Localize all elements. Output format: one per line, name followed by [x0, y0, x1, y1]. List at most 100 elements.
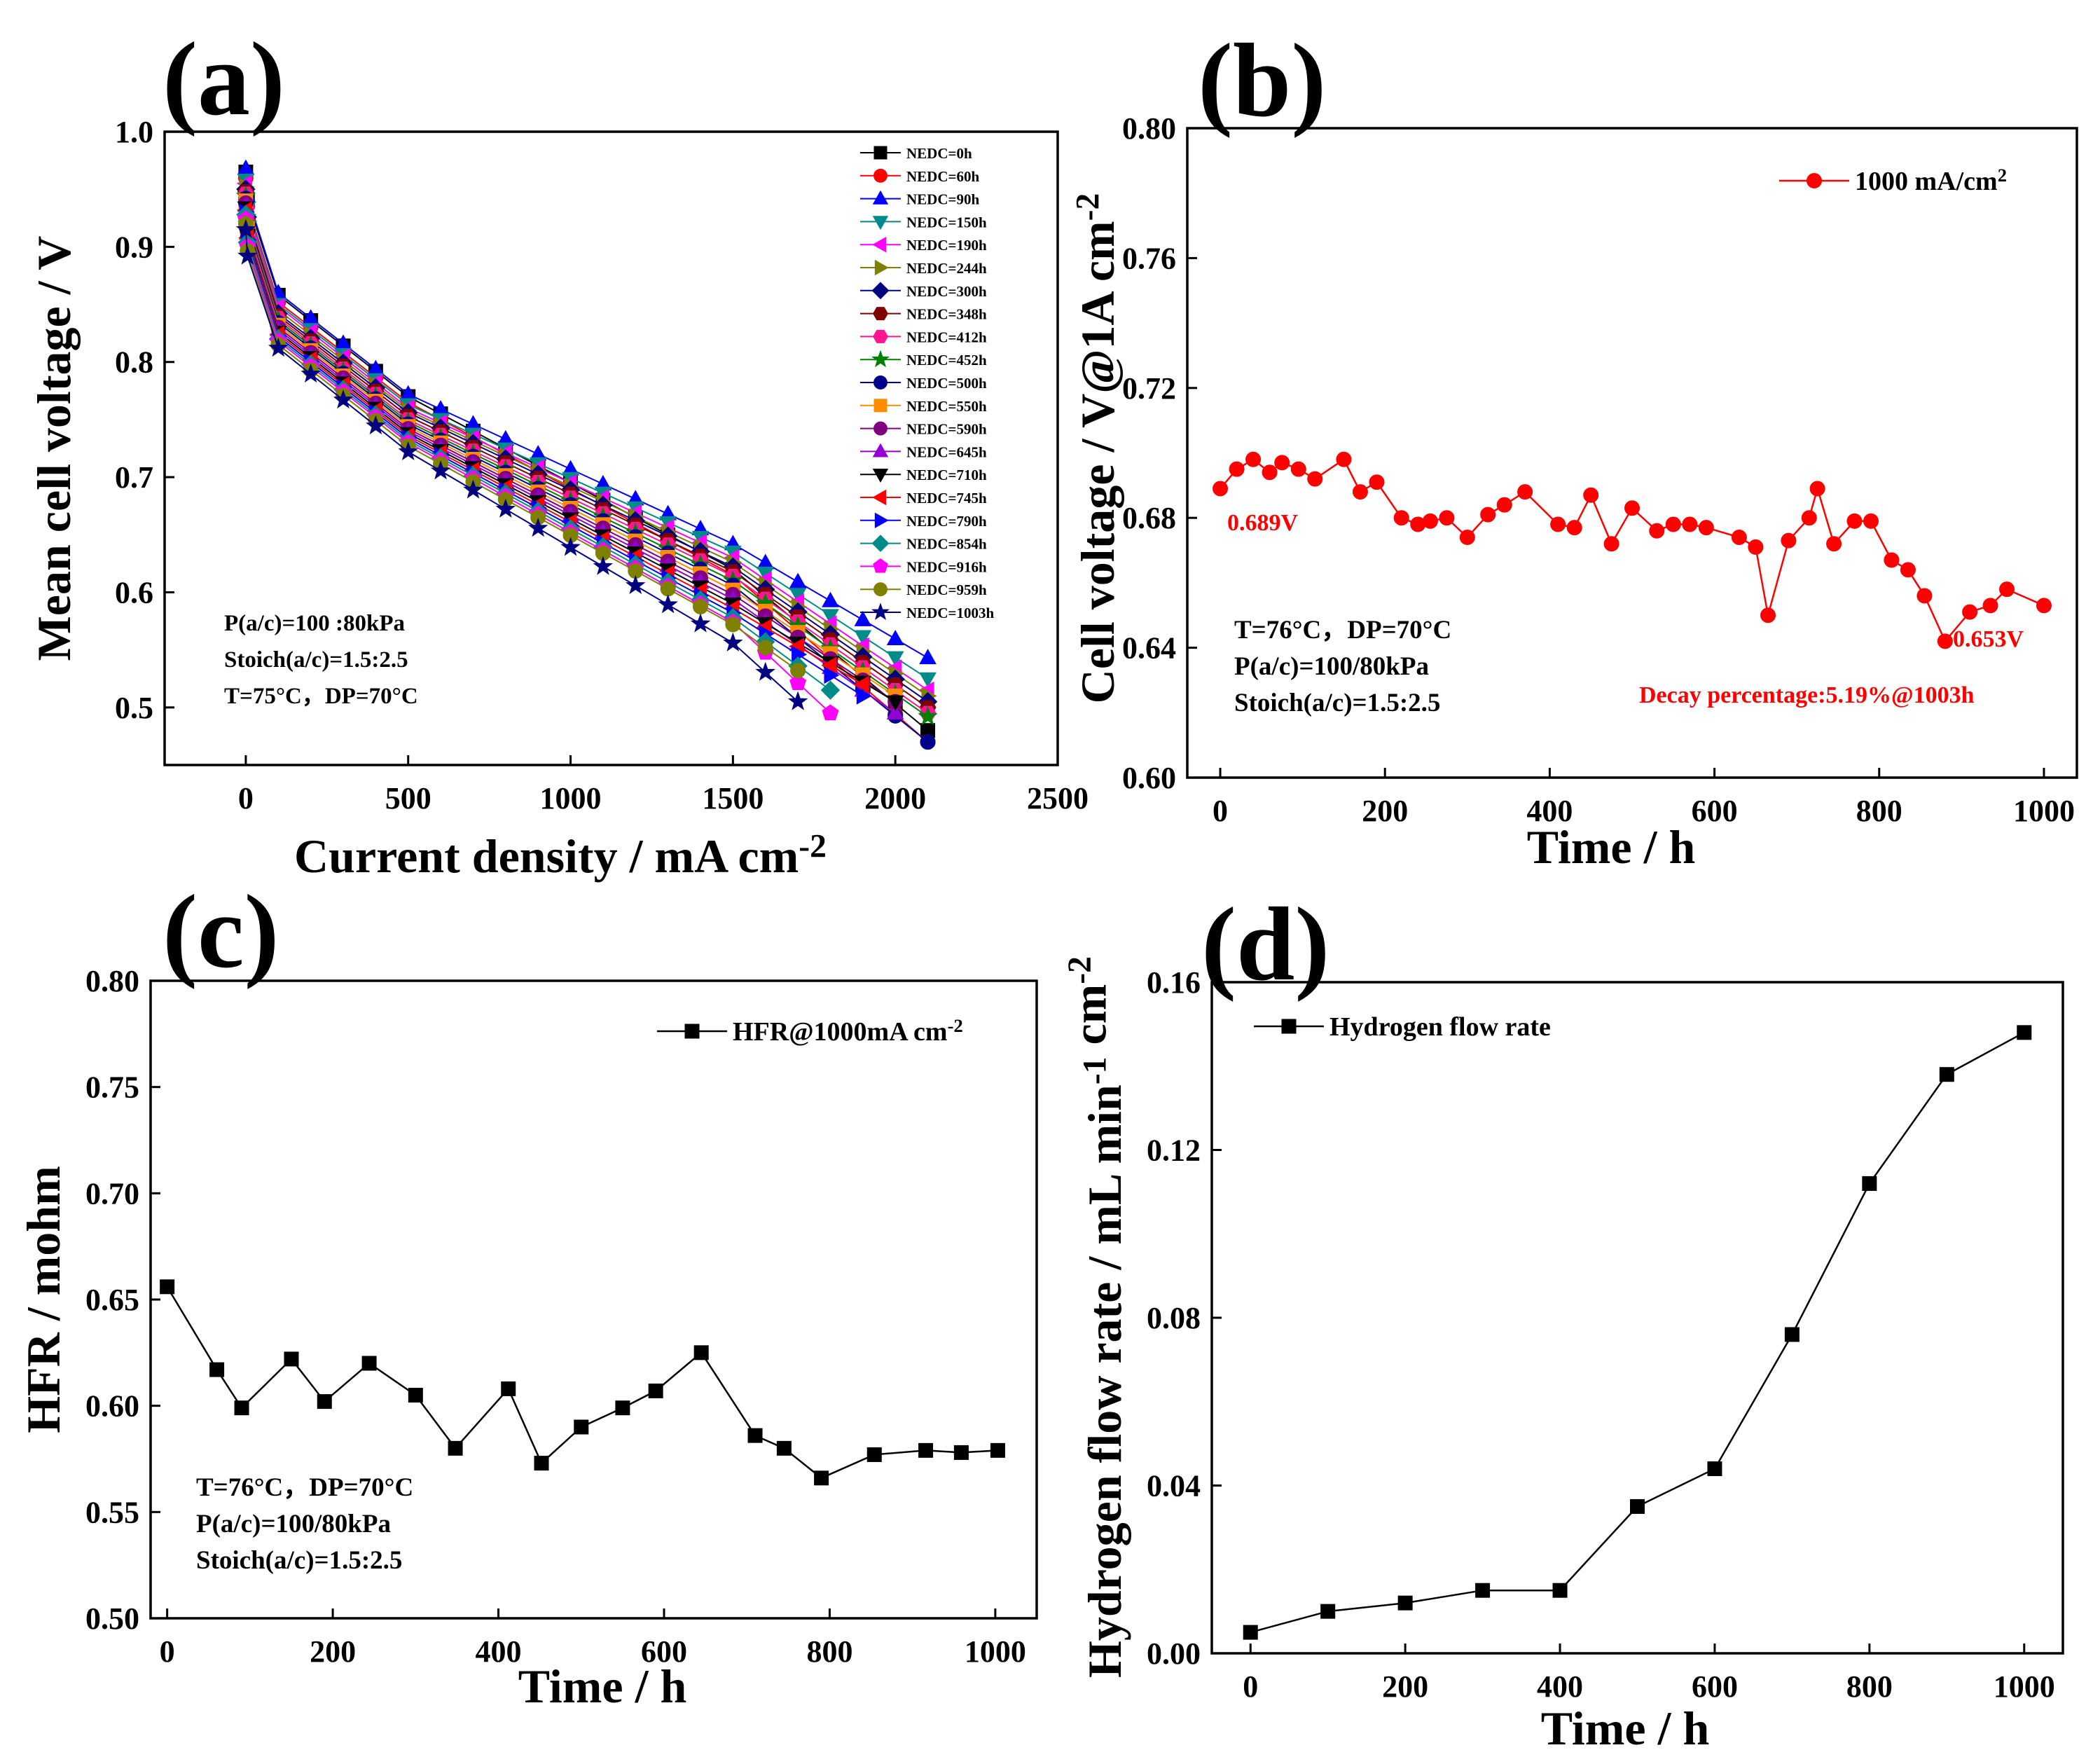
data-point: [593, 556, 614, 575]
legend-marker: [873, 582, 887, 597]
data-point: [1480, 507, 1496, 523]
data-point: [790, 663, 806, 679]
data-point: [1760, 607, 1776, 623]
legend-marker: [873, 399, 887, 413]
x-tick-label: 400: [476, 1634, 522, 1669]
legend-marker: [873, 168, 887, 183]
panel-label: (d): [1201, 886, 1329, 1002]
legend-marker: [873, 421, 887, 436]
data-point: [626, 574, 646, 595]
data-point: [1422, 513, 1438, 529]
data-point: [1781, 532, 1797, 549]
x-tick-label: 200: [1382, 1669, 1428, 1704]
legend-label: NEDC=244h: [906, 260, 987, 277]
data-point: [920, 734, 936, 750]
data-point: [1552, 1583, 1568, 1598]
legend-label: NEDC=550h: [906, 398, 987, 415]
data-point: [1439, 510, 1455, 526]
x-tick-label: 1000: [540, 781, 602, 815]
condition-text: Stoich(a/c)=1.5:2.5: [1234, 689, 1440, 717]
data-point: [366, 415, 386, 435]
legend-marker: [873, 307, 888, 321]
x-tick-label: 500: [385, 781, 431, 815]
y-tick-label: 0.04: [1147, 1469, 1201, 1503]
data-point: [361, 1356, 377, 1371]
data-point: [268, 338, 289, 357]
data-point: [2036, 598, 2052, 614]
y-tick-label: 0.65: [85, 1283, 139, 1317]
data-point: [757, 553, 775, 570]
legend-marker: [872, 190, 889, 205]
data-point: [1731, 530, 1747, 546]
x-tick-label: 1000: [965, 1634, 1026, 1669]
data-point: [408, 1388, 423, 1403]
series-NEDC=452h: [235, 186, 938, 726]
data-point: [693, 1345, 709, 1360]
x-axis-title: Time / h: [1527, 820, 1696, 874]
panel-b: (b) 0 200 400 600 800 1000 0.60 0.64 0.68 0.72 0.76…: [1070, 22, 2078, 874]
decay-percentage: Decay percentage:5.19%@1003h: [1639, 682, 1975, 708]
x-tick-label: 0: [1213, 794, 1228, 828]
plot-frame: [1210, 981, 2064, 1655]
data-point: [658, 594, 678, 614]
x-tick-label: 200: [310, 1634, 356, 1669]
x-tick-label: 600: [1692, 794, 1738, 828]
x-axis-title: Current density / mA cm-2: [294, 829, 827, 883]
data-point: [1698, 520, 1714, 536]
legend-label-part: 1000 mA/cm: [1855, 167, 1998, 196]
condition-text: P(a/c)=100/80kPa: [1234, 652, 1429, 681]
data-point: [317, 1394, 332, 1410]
y-tick-label: 1.0: [115, 115, 153, 149]
data-point: [1801, 510, 1817, 526]
data-point: [234, 1400, 249, 1416]
y-tick-label: 0.9: [115, 230, 153, 264]
data-point: [822, 704, 839, 721]
y-tick-label: 0.5: [115, 691, 153, 725]
legend-marker: [871, 602, 890, 621]
data-point: [1884, 552, 1900, 568]
panel-label: (b): [1198, 22, 1326, 139]
data-point: [1809, 481, 1825, 497]
data-point: [1336, 451, 1352, 467]
plot-frame: [163, 130, 1059, 766]
condition-text: P(a/c)=100/80kPa: [196, 1510, 391, 1538]
x-axis-title: Time / h: [518, 1660, 687, 1713]
legend-label: NEDC=916h: [906, 558, 987, 575]
y-tick-label: 0.64: [1122, 631, 1176, 666]
legend: Hydrogen flow rate: [1254, 1012, 1551, 1042]
legend: HFR@1000mA cm-2: [657, 1015, 963, 1047]
legend-marker: [872, 216, 889, 230]
data-point: [822, 591, 839, 607]
y-tick-label: 0.68: [1122, 501, 1176, 535]
legend-marker: [871, 350, 890, 368]
data-point: [789, 572, 807, 588]
condition-text: T=76°C，DP=70°C: [1234, 616, 1451, 645]
data-point: [534, 1456, 549, 1471]
series-hydrogen: [1243, 1025, 2032, 1640]
y-axis-title-part: Hydrogen flow rate / mL min: [1078, 1084, 1131, 1678]
data-point: [463, 479, 483, 499]
data-point: [725, 616, 741, 633]
data-point: [886, 651, 904, 667]
data-point: [690, 613, 711, 633]
series-line: [1250, 1031, 2025, 1634]
y-tick-label: 0.75: [85, 1070, 139, 1105]
data-point: [1243, 1625, 1258, 1640]
legend-label: NEDC=790h: [906, 513, 987, 530]
data-point: [448, 1440, 463, 1456]
data-point: [501, 1381, 516, 1396]
plot-frame: [1186, 127, 2078, 779]
condition-text: T=75°C，DP=70°C: [224, 684, 418, 709]
legend-label-sup: 2: [1998, 165, 2007, 186]
data-point: [814, 1470, 829, 1486]
legend-label: NEDC=710h: [906, 467, 987, 483]
legend-marker: [873, 375, 887, 390]
y-tick-label: 0.16: [1147, 965, 1201, 1000]
data-point: [1320, 1604, 1336, 1619]
data-point: [1826, 536, 1842, 552]
data-point: [919, 649, 937, 665]
data-point: [787, 691, 808, 710]
condition-text: T=76°C，DP=70°C: [196, 1473, 413, 1502]
data-point: [1245, 451, 1262, 467]
legend-marker: [1807, 173, 1822, 188]
